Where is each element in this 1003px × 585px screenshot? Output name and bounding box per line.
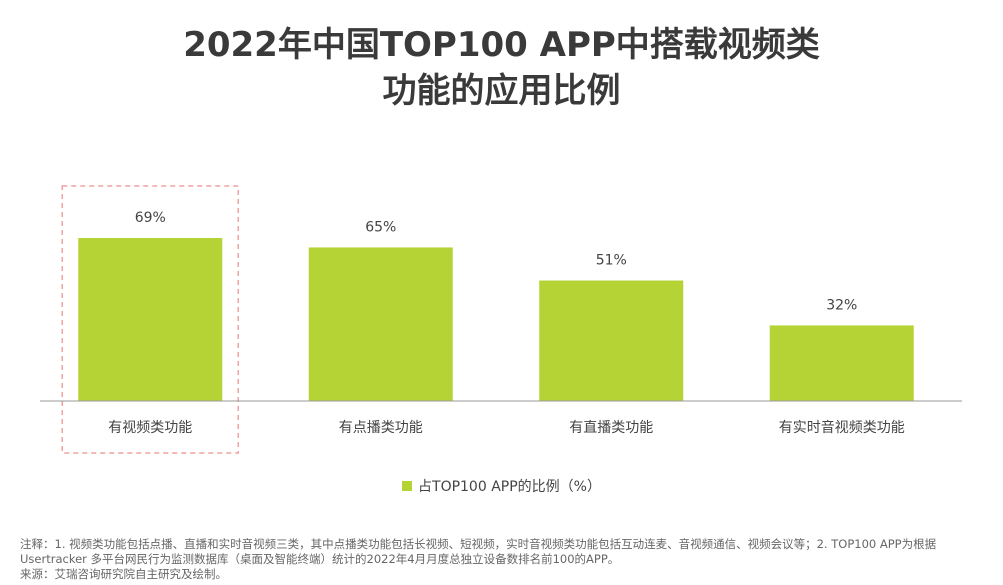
category-label-4: 有实时音视频类功能	[779, 419, 905, 436]
bar-4	[769, 325, 914, 401]
bar-1	[78, 238, 223, 401]
footnotes: 注释：1. 视频类功能包括点播、直播和实时音视频三类，其中点播类功能包括长视频、…	[20, 537, 990, 582]
footnote-line1: 注释：1. 视频类功能包括点播、直播和实时音视频三类，其中点播类功能包括长视频、…	[20, 537, 937, 551]
bar-3	[539, 280, 684, 401]
bar-2	[308, 247, 453, 401]
footnote-source: 来源：艾瑞咨询研究院自主研究及绘制。	[20, 567, 227, 581]
value-label-2: 65%	[365, 219, 396, 235]
legend-swatch	[402, 481, 413, 491]
value-label-4: 32%	[826, 297, 857, 313]
legend: 占TOP100 APP的比例（%）	[0, 476, 1003, 496]
chart-title-line2: 功能的应用比例	[382, 71, 621, 111]
category-label-2: 有点播类功能	[339, 420, 423, 436]
category-label-3: 有直播类功能	[569, 419, 653, 436]
footnote-line2: Usertracker 多平台网民行为监测数据库（桌面及智能终端）统计的2022…	[20, 552, 620, 566]
chart-title: 2022年中国TOP100 APP中搭载视频类 功能的应用比例	[0, 22, 1003, 114]
value-label-1: 69%	[135, 210, 166, 226]
value-label-3: 51%	[596, 253, 627, 269]
highlight-box	[61, 185, 239, 454]
bar-chart: 69% 有视频类功能 65% 有点播类功能 51% 有直播类功能 32% 有实时音视频类功能	[40, 185, 962, 454]
legend-label: 占TOP100 APP的比例（%）	[418, 479, 601, 495]
chart-title-line1: 2022年中国TOP100 APP中搭载视频类	[183, 25, 820, 65]
category-label-1: 有视频类功能	[108, 420, 192, 436]
